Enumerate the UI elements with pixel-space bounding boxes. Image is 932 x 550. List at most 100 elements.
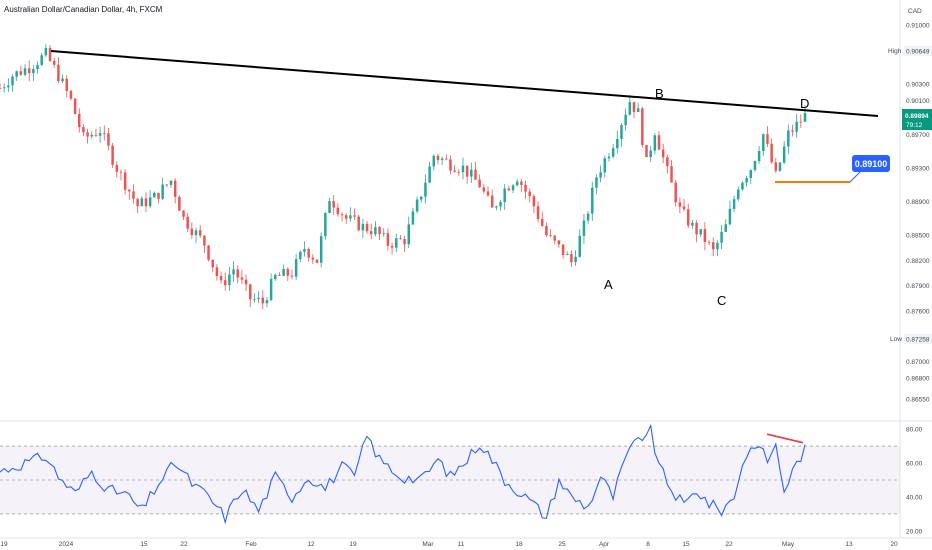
candle-body <box>244 279 248 285</box>
candle-body <box>540 218 544 226</box>
candle-body <box>457 171 461 173</box>
time-tick-label: 19 <box>349 541 357 548</box>
candle-body <box>666 157 669 167</box>
candle-body <box>691 222 694 226</box>
candle-body <box>716 242 719 250</box>
candle-body <box>57 64 60 82</box>
target-badge[interactable] <box>852 155 890 172</box>
candle-body <box>524 184 527 192</box>
price-tick-label: 0.90300 <box>906 81 930 88</box>
candle-body <box>386 233 390 246</box>
candle-body <box>595 177 598 188</box>
candle-body <box>240 277 244 280</box>
candle-body <box>294 259 298 277</box>
candle-body <box>2 87 6 89</box>
price-tick-label: 0.87900 <box>906 283 930 290</box>
candle-body <box>682 206 686 210</box>
candle-body <box>94 134 98 136</box>
candle-body <box>249 284 252 300</box>
time-tick-label: 22 <box>180 541 188 548</box>
candle-body <box>324 213 327 237</box>
time-tick-label: May <box>782 541 795 548</box>
candle-body <box>44 47 48 56</box>
candle-body <box>369 231 373 235</box>
candle-body <box>782 146 786 163</box>
candle-body <box>582 220 586 236</box>
candle-body <box>557 240 561 245</box>
candle-body <box>111 145 114 165</box>
point-label-b: B <box>655 86 664 101</box>
candle-body <box>203 235 206 246</box>
candle-body <box>432 155 436 167</box>
candle-body <box>436 155 440 161</box>
candle-body <box>48 47 52 61</box>
candle-body <box>566 254 569 255</box>
candle-body <box>178 196 181 211</box>
price-tick-label: 0.86800 <box>906 376 930 383</box>
candle-body <box>40 55 43 65</box>
candle-body <box>278 274 281 276</box>
candle-body <box>27 68 31 74</box>
rsi-tick-label: 40.00 <box>906 494 923 501</box>
candle-body <box>470 169 473 177</box>
candle-body <box>219 275 223 281</box>
candle-body <box>620 125 623 139</box>
candle-body <box>520 181 523 185</box>
rsi-tick-label: 60.00 <box>906 461 923 468</box>
candle-body <box>161 184 164 199</box>
candle-body <box>353 215 356 217</box>
candle-body <box>69 90 73 99</box>
candle-body <box>611 148 615 157</box>
point-label-a: A <box>604 277 613 292</box>
time-tick-label: 11 <box>458 541 465 548</box>
candle-body <box>186 216 189 229</box>
candle-body <box>194 230 198 236</box>
candle-body <box>319 236 323 263</box>
candle-body <box>215 267 219 276</box>
candle-body <box>173 180 177 197</box>
candle-body <box>232 269 235 275</box>
candle-body <box>73 98 77 114</box>
candle-body <box>169 180 173 185</box>
candle-body <box>674 182 677 203</box>
candle-body <box>332 201 335 208</box>
candle-body <box>440 158 444 161</box>
candle-body <box>445 158 448 160</box>
candle-body <box>144 198 148 207</box>
candle-body <box>420 196 423 200</box>
candle-body <box>390 245 394 248</box>
candle-body <box>778 162 782 171</box>
candle-body <box>107 133 110 146</box>
price-tick-label: 0.87000 <box>906 359 930 366</box>
candle-body <box>207 245 210 260</box>
candle-body <box>678 202 682 207</box>
candle-body <box>787 130 790 147</box>
candle-body <box>148 197 152 207</box>
candle-body <box>737 189 740 200</box>
candle-body <box>128 189 131 192</box>
candle-body <box>657 135 661 150</box>
candle-body <box>23 68 27 75</box>
candle-body <box>382 233 385 235</box>
time-tick-label: 22 <box>725 541 733 548</box>
resistance-trendline[interactable] <box>50 50 879 117</box>
candle-body <box>228 274 231 286</box>
low-marker-label: Low <box>890 336 902 343</box>
candle-body <box>36 64 39 70</box>
time-tick-label: 13 <box>845 541 853 548</box>
candle-body <box>132 191 135 199</box>
candle-body <box>7 85 10 88</box>
price-tick-label: 0.88200 <box>906 258 930 265</box>
candle-body <box>19 71 23 75</box>
candle-body <box>661 149 665 158</box>
candle-body <box>357 216 360 231</box>
price-tick-label: 0.88500 <box>906 233 930 240</box>
candle-body <box>344 215 348 219</box>
candle-body <box>78 113 81 128</box>
rsi-line <box>0 423 806 525</box>
candle-body <box>65 78 68 91</box>
candle-body <box>603 158 607 173</box>
price-tick-label: 0.89300 <box>906 165 930 172</box>
candle-body <box>536 206 540 219</box>
candle-body <box>653 135 657 151</box>
